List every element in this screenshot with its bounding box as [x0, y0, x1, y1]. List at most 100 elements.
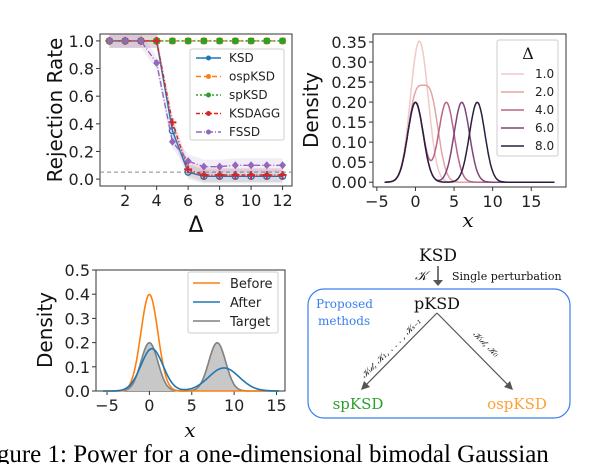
proposed-methods-box	[307, 288, 571, 419]
data-point	[247, 170, 256, 179]
data-point	[105, 36, 113, 45]
data-point	[168, 118, 177, 127]
legend-marker	[206, 74, 211, 79]
x-tick-label: 5	[187, 396, 197, 415]
data-point	[199, 170, 208, 179]
x-tick-label: 10	[224, 396, 244, 415]
confidence-band	[109, 33, 283, 174]
legend	[187, 271, 279, 334]
arrow-head-icon	[433, 280, 443, 286]
rejection-rate-chart: Rejection Rate Δ 2 4 6 8 10 12 0.0 0.2 0.4 0.6 0.8…	[43, 32, 293, 238]
x-tick-label: 15	[266, 396, 286, 415]
x-tick-label: 4	[152, 191, 162, 210]
y-tick-label: 0.3	[65, 309, 90, 328]
left-edge	[365, 312, 438, 386]
data-point	[200, 37, 207, 44]
legend-label: 8.0	[535, 139, 554, 153]
x-tick-label: −5	[365, 192, 389, 211]
before-after-density-chart: Density x −5 0 5 10 15 0.0 0.1 0.2 0.3 0.4 0.5 Befo…	[33, 261, 287, 442]
methods-label: methods	[318, 314, 370, 328]
y-axis-label: Density	[33, 292, 57, 368]
data-point	[185, 37, 192, 44]
legend-marker	[206, 55, 211, 61]
y-tick-label: 0.1	[65, 358, 90, 377]
y-tick-label: 0.6	[69, 87, 94, 106]
y-tick-label: 0.20	[331, 93, 367, 112]
x-tick-label: 0	[410, 192, 420, 211]
density-curve-Before	[102, 293, 280, 392]
legend-label: 2.0	[535, 85, 554, 99]
plot-frame	[99, 33, 293, 187]
data-point	[184, 165, 193, 174]
right-edge	[436, 312, 509, 386]
method-diagram: KSD 𝒦 Single perturbation Proposed metho…	[307, 246, 571, 419]
legend-label: FSSD	[229, 125, 260, 139]
proposed-label: Proposed	[316, 297, 373, 311]
y-tick-label: 0.35	[331, 33, 367, 52]
y-tick-label: 0.15	[331, 113, 367, 132]
data-point	[200, 162, 208, 171]
x-tick-label: 2	[120, 191, 130, 210]
y-tick-label: 0.00	[331, 173, 367, 192]
y-tick-label: 0.2	[65, 334, 90, 353]
data-point	[231, 170, 240, 179]
y-tick-label: 0.4	[69, 115, 94, 134]
data-point	[121, 36, 129, 45]
y-tick-label: 0.8	[69, 60, 94, 79]
data-point	[232, 37, 239, 44]
data-point	[137, 36, 145, 45]
density-curve-8.0	[384, 101, 555, 183]
x-axis-label: x	[462, 208, 473, 232]
y-tick-label: 0.0	[69, 170, 94, 189]
x-tick-label: 6	[183, 191, 193, 210]
y-axis-label: Rejection Rate	[43, 38, 67, 183]
data-point	[168, 137, 176, 146]
legend-label: ospKSD	[229, 70, 275, 84]
legend-marker	[206, 129, 211, 135]
legend-label: After	[230, 296, 262, 311]
y-tick-label: 0.2	[69, 142, 94, 161]
y-tick-label: 0.30	[331, 53, 367, 72]
data-point	[248, 37, 255, 44]
y-tick-label: 1.0	[69, 32, 94, 51]
x-tick-label: 10	[482, 192, 502, 211]
legend	[496, 39, 559, 157]
data-point	[279, 37, 286, 44]
x-tick-label: 0	[144, 396, 154, 415]
data-point	[215, 170, 224, 179]
arrow-head-icon	[504, 381, 513, 390]
target-fill	[102, 342, 280, 391]
y-tick-label: 0.25	[331, 73, 367, 92]
legend-label: spKSD	[229, 88, 268, 102]
x-tick-label: 12	[272, 191, 292, 210]
legend	[189, 48, 285, 141]
pksd-node: pKSD	[414, 294, 460, 313]
right-edge-label: 𝒦ᵢ𝒹, 𝒦₀	[470, 330, 500, 360]
data-point	[153, 59, 161, 68]
data-point	[152, 36, 161, 45]
data-point	[216, 37, 223, 44]
y-tick-label: 0.5	[65, 261, 90, 280]
data-point	[263, 37, 270, 44]
y-axis-label: Density	[299, 72, 323, 148]
legend-label: KSDAGG	[229, 107, 280, 121]
y-tick-label: 0.0	[65, 382, 90, 401]
data-point	[169, 37, 176, 44]
legend-marker	[206, 92, 211, 98]
data-point	[168, 127, 177, 135]
ksd-node: KSD	[419, 246, 457, 266]
data-point	[231, 161, 239, 170]
legend-marker	[206, 111, 211, 116]
y-tick-label: 0.10	[331, 133, 367, 152]
x-axis-label: Δ	[188, 213, 203, 238]
data-point	[184, 157, 192, 166]
data-point	[262, 170, 271, 179]
legend-label: Target	[229, 315, 270, 330]
x-tick-label: −5	[95, 396, 119, 415]
legend-title: Δ	[522, 44, 534, 63]
legend-label: 4.0	[535, 103, 554, 117]
legend-label: Before	[230, 277, 273, 292]
density-by-delta-chart: Density x −5 0 5 10 150.000.050.100.150.200.…	[299, 33, 567, 232]
y-tick-label: 0.4	[65, 285, 90, 304]
x-tick-label: 10	[241, 191, 261, 210]
